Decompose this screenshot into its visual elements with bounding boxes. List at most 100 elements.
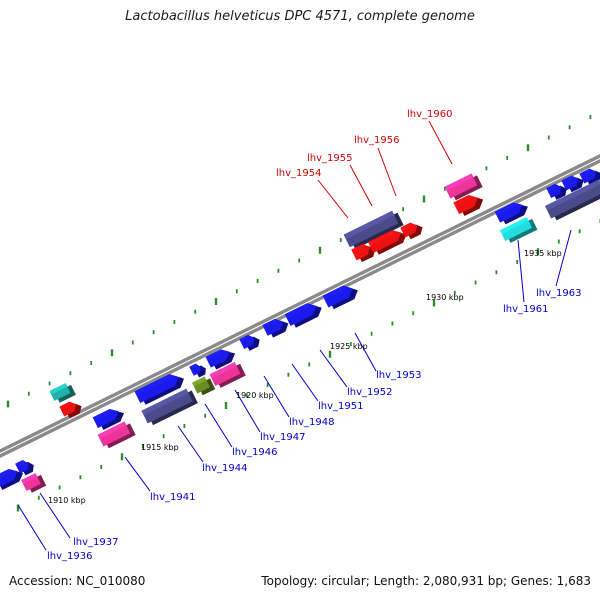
gene-pink-1946-highlight xyxy=(209,361,237,379)
connector-lhv-1944 xyxy=(177,425,204,463)
gene-label-lhv-1952[interactable]: lhv_1952 xyxy=(347,387,392,398)
gene-red-1955[interactable] xyxy=(368,225,409,256)
connector-lhv-1948 xyxy=(263,375,290,418)
connector-lhv-1952 xyxy=(319,349,348,388)
connector-lhv-1947 xyxy=(234,389,261,433)
kbp-label-1910: 1910 kbp xyxy=(48,496,86,505)
gene-red-1954[interactable] xyxy=(351,240,378,264)
gene-blue-1941a-body xyxy=(92,408,119,429)
gene-blue-1951-highlight xyxy=(262,318,277,329)
gene-olive-1946[interactable] xyxy=(192,375,216,397)
gene-navy-1944[interactable] xyxy=(141,387,198,427)
gene-red-1956[interactable] xyxy=(400,219,425,241)
connector-lhv-1941 xyxy=(124,456,151,492)
gene-blue-1963b[interactable] xyxy=(579,165,600,187)
gene-red-1960[interactable] xyxy=(453,190,486,218)
gene-label-lhv-1936[interactable]: lhv_1936 xyxy=(47,551,92,562)
gene-label-lhv-1944[interactable]: lhv_1944 xyxy=(202,463,247,474)
gene-blue-1961-body xyxy=(494,202,523,223)
gene-pink-1941-highlight xyxy=(97,421,127,439)
gene-navy-1954[interactable] xyxy=(343,209,404,251)
gene-blue-1962-highlight xyxy=(546,183,557,192)
gene-blue-1948[interactable] xyxy=(239,331,262,352)
gene-blue-1953[interactable] xyxy=(322,281,361,311)
gene-blue-1948-highlight xyxy=(239,334,250,343)
gene-navy-1963[interactable] xyxy=(544,178,600,222)
gene-blue-1961[interactable] xyxy=(494,198,531,226)
gene-blue-1944b[interactable] xyxy=(189,361,208,380)
connector-lhv-1960 xyxy=(428,120,453,165)
connector-lhv-1951 xyxy=(291,363,319,402)
connector-lhv-1955 xyxy=(349,164,373,207)
label-connectors xyxy=(17,120,572,551)
connector-lhv-1956 xyxy=(377,147,397,197)
gene-blue-1941a-highlight xyxy=(92,408,112,422)
gene-label-lhv-1960[interactable]: lhv_1960 xyxy=(407,109,452,120)
gene-label-lhv-1946[interactable]: lhv_1946 xyxy=(232,447,277,458)
gene-pink-1946[interactable] xyxy=(209,360,246,389)
connector-lhv-1936 xyxy=(17,504,47,551)
gene-label-lhv-1963[interactable]: lhv_1963 xyxy=(536,288,581,299)
gene-label-lhv-1956[interactable]: lhv_1956 xyxy=(354,135,399,146)
gene-teal-1-highlight xyxy=(49,383,68,395)
gene-label-lhv-1951[interactable]: lhv_1951 xyxy=(318,401,363,412)
genome-summary-text: Topology: circular; Length: 2,080,931 bp… xyxy=(261,574,591,588)
gene-blue-1947-highlight xyxy=(205,349,223,361)
kbp-label-1935: 1935 kbp xyxy=(524,249,562,258)
gene-blue-1936-body xyxy=(0,468,18,489)
gene-blue-1953-body xyxy=(322,285,353,308)
gene-red-1954-highlight xyxy=(351,244,365,254)
gene-blue-1963a-highlight xyxy=(561,175,574,185)
gene-navy-1954-highlight xyxy=(343,210,395,240)
backbone-outer xyxy=(0,154,600,453)
gene-blue-1941a[interactable] xyxy=(92,404,127,432)
gene-blue-1952-body xyxy=(284,303,317,326)
gene-label-lhv-1955[interactable]: lhv_1955 xyxy=(307,153,352,164)
gene-blue-1963b-highlight xyxy=(579,168,592,178)
gene-label-lhv-1961[interactable]: lhv_1961 xyxy=(503,304,548,315)
gene-blue-1936[interactable] xyxy=(0,464,26,492)
gene-blue-1937a[interactable] xyxy=(15,457,36,478)
gene-navy-1944-highlight xyxy=(141,388,189,416)
gene-blue-1961-highlight xyxy=(494,202,516,216)
gene-red-1960-highlight xyxy=(453,194,471,207)
gene-blue-1951[interactable] xyxy=(262,314,291,339)
gene-blue-1962[interactable] xyxy=(546,180,569,201)
connector-lhv-1954 xyxy=(317,179,349,219)
gene-blue-1947[interactable] xyxy=(205,345,238,372)
gene-blue-1952[interactable] xyxy=(284,298,325,329)
gene-label-lhv-1941[interactable]: lhv_1941 xyxy=(150,492,195,503)
gene-red-1-highlight xyxy=(59,401,72,411)
gene-pink-1941[interactable] xyxy=(97,420,136,450)
kbp-label-1930: 1930 kbp xyxy=(426,293,464,302)
gene-pink-1937[interactable] xyxy=(21,471,47,494)
gene-teal-1[interactable] xyxy=(49,381,76,404)
tick-marks xyxy=(6,115,600,512)
kbp-label-1920: 1920 kbp xyxy=(236,391,274,400)
connector-lhv-1937 xyxy=(39,492,71,539)
connector-lhv-1953 xyxy=(354,332,377,372)
gene-label-lhv-1948[interactable]: lhv_1948 xyxy=(289,417,334,428)
gene-label-lhv-1953[interactable]: lhv_1953 xyxy=(376,370,421,381)
gene-blue-1944b-highlight xyxy=(189,363,198,370)
gene-red-1956-highlight xyxy=(400,222,413,232)
kbp-label-1915: 1915 kbp xyxy=(141,443,179,452)
gene-navy-1963-highlight xyxy=(544,179,600,211)
gene-cyan-1961[interactable] xyxy=(499,215,538,244)
gene-pink-1960[interactable] xyxy=(444,172,483,202)
gene-blue-1952-highlight xyxy=(284,303,310,319)
gene-label-lhv-1947[interactable]: lhv_1947 xyxy=(260,432,305,443)
connector-lhv-1961 xyxy=(517,239,525,303)
gene-pink-1937-highlight xyxy=(21,473,38,484)
gene-blue-1944a-body xyxy=(134,374,179,403)
connector-lhv-1946 xyxy=(204,403,233,448)
gene-label-lhv-1937[interactable]: lhv_1937 xyxy=(73,537,118,548)
gene-blue-1963a[interactable] xyxy=(561,172,586,194)
gene-cyan-1961-highlight xyxy=(499,216,529,235)
connector-lhv-1963 xyxy=(555,229,572,287)
gene-label-lhv-1954[interactable]: lhv_1954 xyxy=(276,168,321,179)
gene-blue-1944a[interactable] xyxy=(134,369,186,406)
gene-features xyxy=(0,165,600,494)
gene-red-1[interactable] xyxy=(59,398,84,420)
